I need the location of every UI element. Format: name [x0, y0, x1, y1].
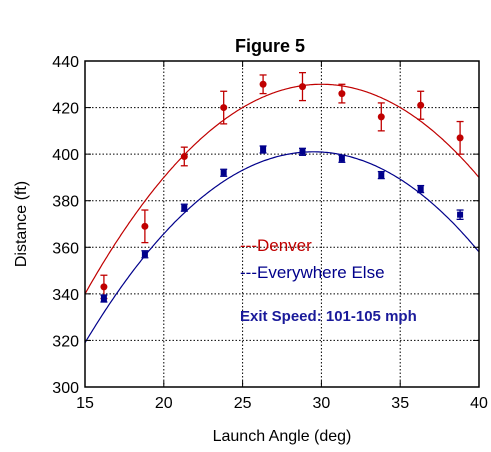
axis-ticks: 15 20 25 30 35 40 300 320 340 360 380 400 420 440 [52, 54, 488, 412]
data-point-everywhere-else [378, 172, 385, 179]
x-tick-label: 20 [155, 395, 173, 412]
data-points [100, 71, 464, 303]
data-point-denver [338, 90, 346, 98]
x-axis-label: Launch Angle (deg) [213, 428, 352, 445]
fit-curve-series-0 [85, 83, 479, 295]
y-tick-label: 400 [52, 147, 79, 164]
chart-title: Figure 5 [235, 36, 305, 56]
y-tick-label: 380 [52, 194, 79, 211]
x-tick-label: 40 [470, 395, 488, 412]
data-point-denver [259, 80, 267, 88]
x-tick-label: 35 [391, 395, 409, 412]
data-point-denver [298, 83, 306, 91]
data-point-denver [417, 101, 425, 109]
y-tick-label: 360 [52, 240, 79, 257]
x-tick-label: 15 [76, 395, 94, 412]
y-tick-label: 320 [52, 333, 79, 350]
data-point-everywhere-else [181, 204, 188, 211]
data-point-denver [141, 222, 149, 230]
data-point-denver [100, 283, 108, 291]
data-point-everywhere-else [457, 211, 464, 218]
legend-entry-denver: ---Denver [240, 236, 312, 255]
fit-curves [85, 83, 479, 344]
data-point-everywhere-else [260, 146, 267, 153]
data-point-everywhere-else [338, 155, 345, 162]
y-tick-label: 340 [52, 287, 79, 304]
y-tick-label: 440 [52, 54, 79, 71]
data-point-denver [456, 134, 464, 142]
data-point-denver [220, 104, 228, 112]
data-point-everywhere-else [299, 148, 306, 155]
data-point-denver [180, 152, 188, 160]
y-axis-label: Distance (ft) [13, 181, 30, 267]
fit-curve-series-1 [85, 151, 479, 344]
data-point-everywhere-else [220, 169, 227, 176]
y-tick-label: 300 [52, 380, 79, 397]
x-tick-label: 30 [313, 395, 331, 412]
exit-speed-annotation: Exit Speed: 101-105 mph [240, 308, 417, 325]
data-point-everywhere-else [141, 251, 148, 258]
data-point-everywhere-else [417, 186, 424, 193]
grid [85, 61, 479, 387]
y-tick-label: 420 [52, 101, 79, 118]
legend-entry-everywhere-else: ---Everywhere Else [240, 263, 385, 282]
x-tick-label: 25 [234, 395, 252, 412]
data-point-denver [377, 113, 385, 121]
plot-frame [84, 60, 480, 388]
data-point-everywhere-else [100, 295, 107, 302]
